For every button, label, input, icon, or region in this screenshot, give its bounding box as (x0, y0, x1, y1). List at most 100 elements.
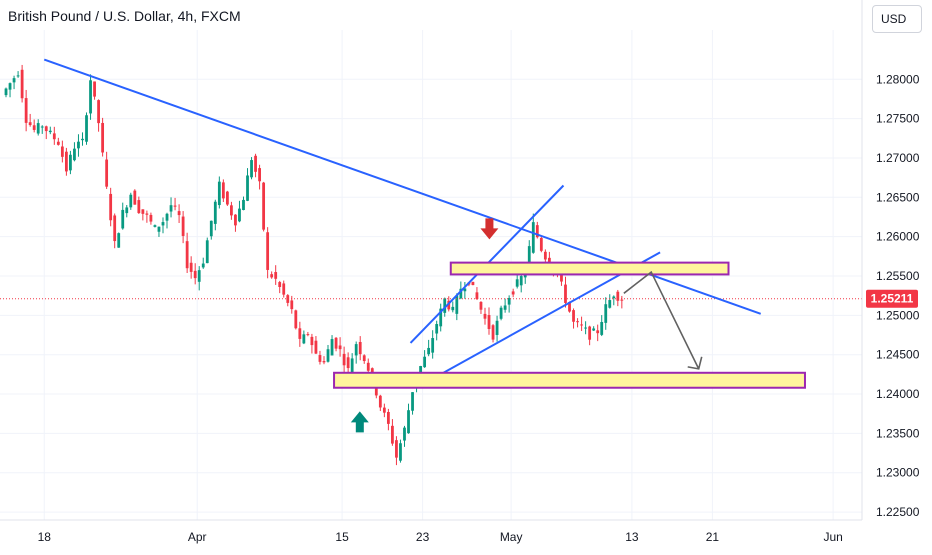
candle-body (213, 201, 217, 224)
time-tick-label: 21 (706, 530, 720, 544)
candle-body (531, 222, 535, 253)
candle-body (382, 407, 386, 413)
candle-body (4, 88, 8, 96)
price-tick-label: 1.25000 (876, 308, 920, 322)
candle-body (346, 357, 350, 369)
candle-body (350, 358, 354, 375)
candle-body (129, 194, 133, 208)
candle-body (8, 83, 12, 90)
price-tick-label: 1.23000 (876, 466, 920, 480)
candle-body (539, 237, 543, 251)
price-tick-label: 1.24000 (876, 387, 920, 401)
candle-body (177, 211, 181, 216)
candle-body (362, 355, 366, 362)
candle-body (604, 304, 608, 323)
candle-body (479, 301, 483, 310)
candle-body (85, 115, 88, 142)
price-tick-label: 1.27000 (876, 151, 920, 165)
candle-body (12, 78, 16, 83)
candle-body (616, 291, 620, 301)
candle-body (431, 338, 435, 353)
projection-path (623, 270, 700, 370)
candle-body (399, 443, 402, 461)
candle-body (600, 321, 604, 335)
time-tick-label: May (500, 530, 523, 544)
candle-body (242, 199, 245, 211)
time-tick-label: Apr (188, 530, 207, 544)
time-tick-label: 13 (625, 530, 639, 544)
candle-body (153, 225, 157, 227)
candle-body (471, 281, 475, 286)
candle-body (32, 125, 36, 130)
candle-body (407, 410, 410, 434)
candle-body (386, 411, 390, 424)
candle-body (258, 168, 261, 182)
candle-body (447, 300, 451, 310)
candle-body (173, 205, 177, 207)
candle-body (378, 395, 382, 408)
candle-body (354, 344, 358, 356)
candle-body (427, 347, 431, 355)
price-tick-label: 1.24500 (876, 348, 920, 362)
candle-body (278, 282, 282, 287)
candle-body (117, 233, 121, 248)
candle-body (89, 80, 92, 114)
candle-body (298, 328, 302, 339)
candle-body (20, 69, 24, 99)
price-axis: 1.28000 1.27500 1.27000 1.26500 1.26000 1.255… (861, 0, 920, 520)
candle-body (370, 368, 374, 375)
price-tick-label: 1.26000 (876, 230, 920, 244)
candle-body (572, 310, 575, 322)
chart-area[interactable]: 1.28000 1.27500 1.27000 1.26500 1.26000 1.255… (0, 0, 920, 544)
candle-body (201, 263, 205, 268)
candle-body (48, 130, 52, 133)
candle-body (266, 232, 270, 270)
candle-body (342, 353, 346, 366)
candle-body (44, 126, 48, 132)
currency-button[interactable]: USD (872, 5, 922, 33)
candles (4, 64, 624, 466)
candle-body (52, 133, 56, 140)
candle-body (169, 205, 173, 212)
candle-body (185, 241, 189, 269)
current-price-badge (866, 289, 918, 308)
candle-body (24, 98, 28, 123)
candle-body (580, 324, 583, 326)
candle-body (491, 325, 495, 340)
candle-body (165, 213, 169, 221)
candle-body (36, 123, 40, 134)
candle-body (290, 300, 294, 310)
candle-body (189, 262, 193, 272)
candle-body (121, 209, 125, 229)
candle-body (439, 308, 443, 327)
down-arrow-icon (480, 218, 499, 240)
chart-title: British Pound / U.S. Dollar, 4h, FXCM (8, 8, 241, 24)
candle-body (181, 216, 185, 236)
candle-body (391, 425, 394, 444)
candle-body (423, 356, 427, 368)
candle-body (535, 225, 539, 238)
time-axis: 18 Apr 15 23 May 13 21 Jun (0, 519, 862, 544)
candle-body (564, 284, 567, 303)
candle-body (334, 337, 338, 349)
candle-body (250, 160, 253, 178)
candle-body (588, 326, 592, 340)
candle-body (56, 141, 60, 145)
candle-body (596, 330, 600, 334)
candle-body (306, 334, 310, 336)
time-tick-label: 18 (38, 530, 52, 544)
candle-body (93, 81, 96, 97)
candle-body (612, 296, 616, 299)
candle-body (443, 298, 447, 313)
candle-body (608, 300, 612, 308)
candle-body (294, 310, 298, 329)
price-tick-label: 1.27500 (876, 112, 920, 126)
candle-body (584, 327, 588, 329)
candle-body (209, 220, 213, 237)
price-tick-label: 1.22500 (876, 505, 920, 519)
candle-body (145, 213, 149, 215)
candle-body (302, 334, 306, 344)
grid (0, 30, 862, 520)
drawings (0, 58, 862, 433)
